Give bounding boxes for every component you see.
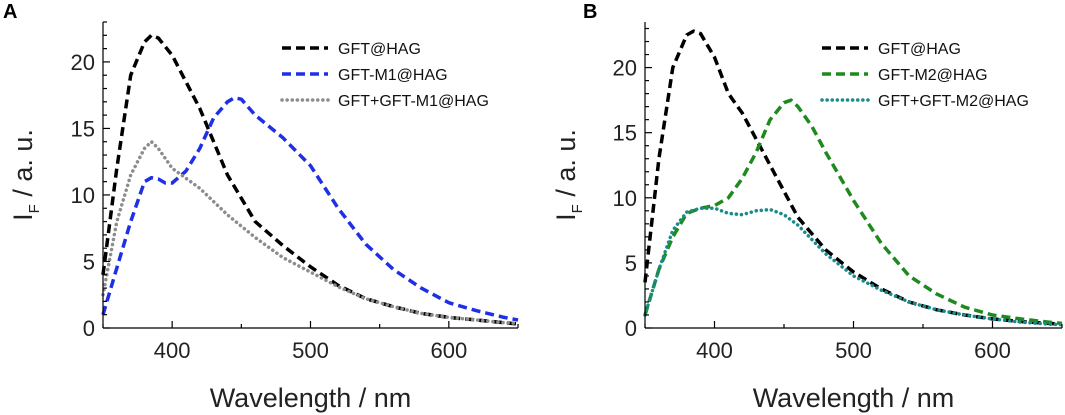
panel-a: A 0 5 10 15 20 400 500 600 Wavelength / nm IF / a.… (3, 1, 520, 413)
y-axis-title-rest: / a. u. (8, 129, 38, 204)
legend-label-2: GFT-M1@HAG (338, 67, 448, 84)
y-tick-label: 5 (83, 249, 95, 274)
y-axis-title: IF / a. u. (551, 129, 586, 221)
y-tick-label: 15 (613, 121, 637, 146)
y-axis-title: IF / a. u. (8, 129, 43, 221)
x-tick-label: 600 (430, 338, 467, 363)
y-axis-title-subscript: F (569, 204, 586, 213)
y-tick-label: 10 (613, 186, 637, 211)
panel-letter: A (3, 1, 17, 23)
series-line-2 (643, 98, 1063, 326)
x-tick-label: 500 (835, 338, 872, 363)
y-axis-title-main: I (551, 213, 581, 221)
x-tick-label: 600 (974, 338, 1011, 363)
y-tick-label: 5 (625, 251, 637, 276)
y-tick-label: 15 (71, 116, 95, 141)
y-tick-label: 0 (83, 316, 95, 341)
legend-label-1: GFT@HAG (878, 41, 961, 58)
panel-letter: B (583, 1, 597, 23)
x-tick-label: 400 (696, 338, 733, 363)
series-line-1 (101, 33, 519, 326)
x-tick-label: 400 (154, 338, 191, 363)
legend-label-1: GFT@HAG (338, 41, 421, 58)
panel-b: B 0 5 10 15 20 400 500 600 Wavelength / nm IF / a.… (551, 1, 1064, 413)
legend-label-3: GFT+GFT-M1@HAG (338, 93, 489, 110)
y-tick-label: 20 (71, 50, 95, 75)
y-tick-label: 10 (71, 183, 95, 208)
series-line-2 (101, 96, 519, 322)
y-tick-label: 0 (625, 316, 637, 341)
legend-label-3: GFT+GFT-M2@HAG (878, 93, 1029, 110)
y-tick-label: 20 (613, 56, 637, 81)
series-line-3 (643, 206, 1064, 327)
y-axis-title-subscript: F (26, 204, 43, 213)
series-line-3 (101, 139, 520, 326)
y-axis-title-rest: / a. u. (551, 129, 581, 204)
x-tick-label: 500 (292, 338, 329, 363)
y-axis-title-main: I (8, 213, 38, 221)
x-axis-title: Wavelength / nm (210, 383, 412, 413)
legend-label-2: GFT-M2@HAG (878, 67, 988, 84)
x-axis-title: Wavelength / nm (753, 383, 955, 413)
